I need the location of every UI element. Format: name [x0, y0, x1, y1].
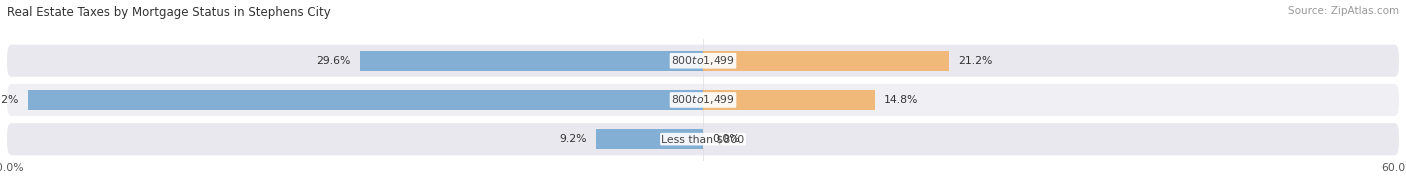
FancyBboxPatch shape [7, 45, 1399, 77]
Text: 29.6%: 29.6% [316, 56, 350, 66]
Bar [360, 51, 703, 71]
Bar [28, 90, 703, 110]
Text: 58.2%: 58.2% [0, 95, 18, 105]
Text: 14.8%: 14.8% [884, 95, 918, 105]
Text: $800 to $1,499: $800 to $1,499 [671, 93, 735, 106]
Text: 21.2%: 21.2% [959, 56, 993, 66]
Bar [596, 129, 703, 149]
Bar [703, 51, 949, 71]
Text: $800 to $1,499: $800 to $1,499 [671, 54, 735, 67]
Text: 9.2%: 9.2% [560, 134, 588, 144]
Bar [703, 90, 875, 110]
FancyBboxPatch shape [7, 123, 1399, 155]
Text: 0.0%: 0.0% [713, 134, 740, 144]
FancyBboxPatch shape [7, 84, 1399, 116]
Text: Source: ZipAtlas.com: Source: ZipAtlas.com [1288, 6, 1399, 16]
Text: Real Estate Taxes by Mortgage Status in Stephens City: Real Estate Taxes by Mortgage Status in … [7, 6, 330, 19]
Text: Less than $800: Less than $800 [661, 134, 745, 144]
